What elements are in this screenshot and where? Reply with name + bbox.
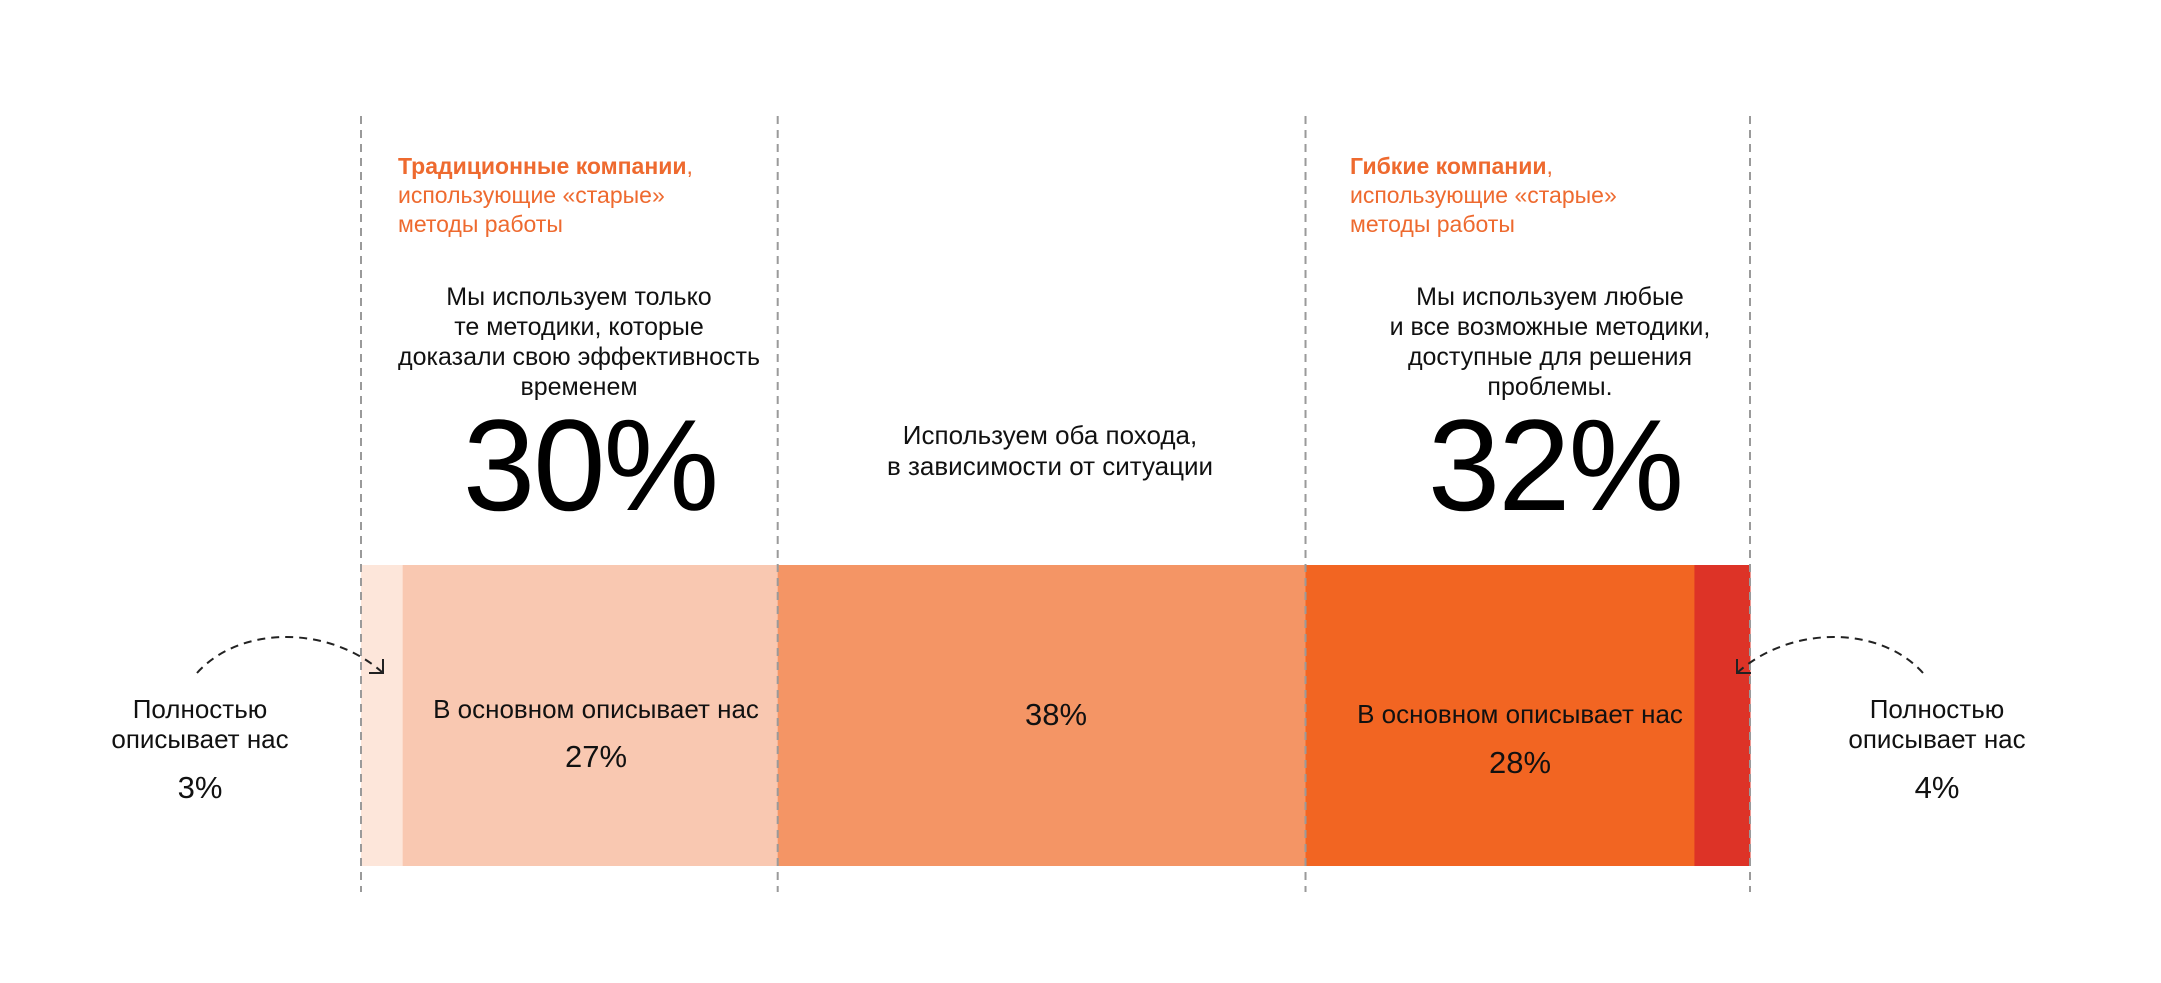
bar-segment-fully-flexible: [1694, 565, 1751, 866]
mostly-traditional-value: 27%: [564, 739, 628, 774]
arrow-to-fully-traditional-head: [369, 659, 384, 674]
flexible-companies-heading-rest: , использующие «старые» методы работы: [1350, 153, 1617, 237]
traditional-companies-description: Мы используем только те методики, которы…: [398, 283, 760, 401]
fully-flexible-label: Полностью описывает нас: [1848, 694, 2026, 754]
flexible-companies-description: Мы используем любые и все возможные мето…: [1389, 283, 1711, 401]
mostly-flexible-label: В основном описывает нас: [1357, 699, 1683, 729]
bar-segment-mostly-flexible: [1305, 565, 1695, 866]
arrow-to-fully-traditional: [196, 636, 384, 674]
both-approaches-label: Используем оба похода, в зависимости от …: [886, 420, 1214, 481]
bar-segment-both: [777, 565, 1307, 866]
fully-traditional-value: 3%: [177, 770, 223, 805]
arrow-to-fully-flexible: [1736, 636, 1924, 674]
both-value: 38%: [1024, 697, 1088, 732]
traditional-companies-heading-bold: Традиционные компании: [398, 153, 687, 179]
flexible-companies-heading-bold: Гибкие компании: [1350, 153, 1547, 179]
traditional-companies-heading-rest: , использующие «старые» методы работы: [398, 153, 693, 237]
arrow-to-fully-flexible-head: [1736, 659, 1751, 674]
traditional-companies-heading: Традиционные компании, использующие «ста…: [398, 152, 758, 239]
bar-segment-fully-traditional: [361, 565, 404, 866]
fully-traditional-label: Полностью описывает нас: [111, 694, 289, 754]
flexible-companies-heading: Гибкие компании, использующие «старые» м…: [1350, 152, 1710, 239]
mostly-traditional-label: В основном описывает нас: [433, 694, 759, 724]
fully-flexible-value: 4%: [1914, 770, 1960, 805]
bar-segment-mostly-traditional: [402, 565, 779, 866]
flexible-companies-total: 32%: [1427, 392, 1684, 538]
traditional-companies-total: 30%: [462, 392, 719, 538]
mostly-flexible-value: 28%: [1488, 745, 1552, 780]
